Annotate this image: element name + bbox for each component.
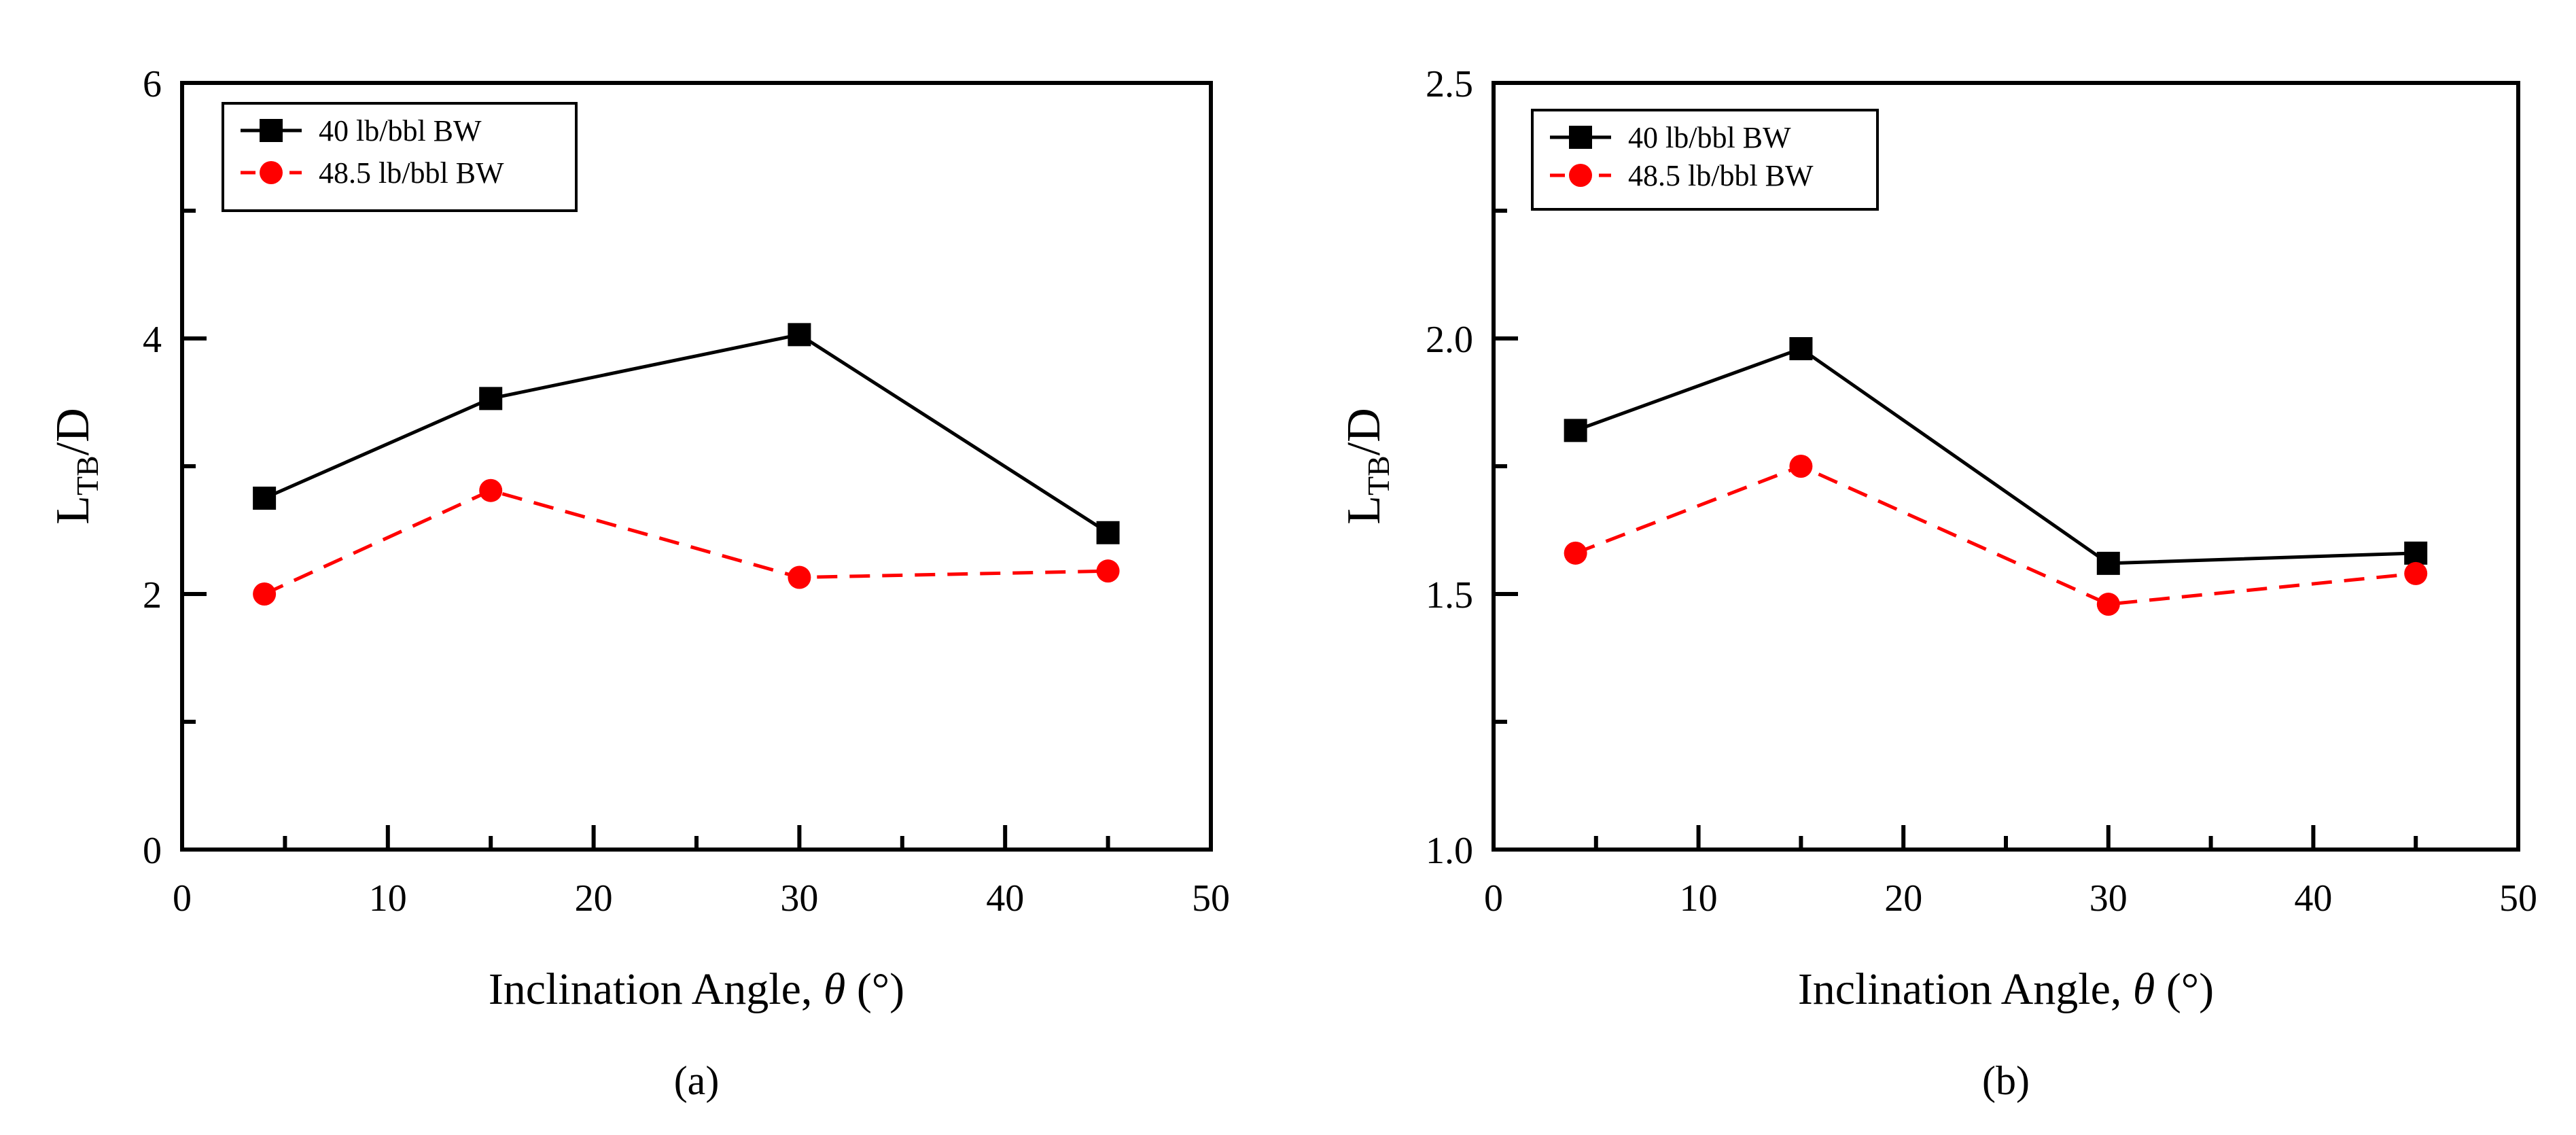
x-tick-label: 30	[780, 877, 818, 920]
x-axis-title-suffix: (°)	[845, 964, 904, 1014]
x-axis-title-symbol: θ	[2133, 964, 2155, 1014]
legend-marker-2	[260, 161, 283, 184]
series-line-1	[264, 332, 1109, 534]
panel-a-plot-frame	[180, 81, 1213, 852]
series-1-point	[1789, 337, 1813, 361]
panel-a: 0 10 20 30 40 50 0 2 4 6 40 lb/bbl BW 48.5 lb/bbl …	[47, 63, 1230, 1103]
y-axis-title-tail: /D	[47, 408, 99, 455]
legend-marker-1	[1569, 126, 1592, 149]
legend-marker-1	[260, 119, 283, 142]
panel-b: 0 10 20 30 40 50 1.0 1.5 2.0 2.5 40 lb/bbl BW 48.5…	[1338, 63, 2537, 1103]
x-tick-label: 20	[1884, 877, 1922, 920]
x-axis-title-prefix: Inclination Angle,	[1798, 964, 2133, 1014]
panel-b-legend: 40 lb/bbl BW 48.5 lb/bbl BW	[1531, 109, 1879, 211]
legend-label-1: 40 lb/bbl BW	[319, 114, 482, 147]
panel-b-plot-frame	[1492, 81, 2520, 852]
panel-b-tick-labels: 0 10 20 30 40 50 1.0 1.5 2.0 2.5	[1426, 63, 2537, 920]
series-2-point	[1564, 541, 1587, 565]
series-2-point	[788, 565, 811, 589]
x-tick-label: 10	[1680, 877, 1718, 920]
series-1-point	[479, 387, 503, 411]
legend-label-2: 48.5 lb/bbl BW	[319, 156, 504, 190]
y-tick-label: 6	[143, 63, 162, 105]
x-axis-title-prefix: Inclination Angle,	[489, 964, 824, 1014]
x-tick-label: 40	[2294, 877, 2332, 920]
series-2-point	[2096, 593, 2120, 616]
panel-a-legend: 40 lb/bbl BW 48.5 lb/bbl BW	[222, 102, 578, 212]
panel-label: (b)	[1982, 1058, 2030, 1103]
panel-label: (a)	[674, 1058, 720, 1103]
panel-b-series	[1564, 337, 2428, 616]
y-axis-title: LTB/D	[1338, 408, 1396, 525]
series-1-point	[1564, 419, 1587, 442]
panel-a-series	[253, 323, 1120, 606]
x-tick-label: 10	[369, 877, 407, 920]
series-1-point	[253, 487, 277, 510]
x-axis-title-symbol: θ	[824, 964, 845, 1014]
y-axis-title-subscript: TB	[1361, 455, 1396, 495]
y-tick-label: 2	[143, 574, 162, 616]
legend-label-2: 48.5 lb/bbl BW	[1628, 159, 1814, 192]
x-tick-label: 50	[1192, 877, 1230, 920]
x-tick-label: 50	[2499, 877, 2537, 920]
y-tick-label: 2.0	[1426, 319, 1473, 361]
y-tick-label: 0	[143, 830, 162, 872]
x-axis-title-suffix: (°)	[2155, 964, 2214, 1014]
x-tick-label: 40	[986, 877, 1024, 920]
y-axis-title-main: L	[47, 495, 99, 525]
series-2-point	[1789, 455, 1813, 478]
y-tick-label: 4	[143, 319, 162, 361]
x-tick-label: 20	[575, 877, 613, 920]
series-2-point	[253, 582, 277, 606]
panel-a-tick-labels: 0 10 20 30 40 50 0 2 4 6	[143, 63, 1230, 920]
series-1-point	[788, 323, 811, 347]
y-axis-title-tail: /D	[1338, 408, 1390, 455]
y-axis-title-main: L	[1338, 495, 1390, 525]
y-axis-title: LTB/D	[47, 408, 105, 525]
y-tick-label: 1.0	[1426, 830, 1473, 872]
series-1-point	[2096, 551, 2120, 575]
legend-marker-2	[1569, 164, 1592, 187]
x-tick-label: 0	[173, 877, 192, 920]
y-tick-label: 1.5	[1426, 574, 1473, 616]
series-1-point	[1096, 521, 1120, 544]
series-2-point	[2404, 561, 2428, 585]
x-tick-label: 30	[2089, 877, 2128, 920]
x-tick-label: 0	[1484, 877, 1503, 920]
series-line-2	[264, 489, 1108, 596]
legend-label-1: 40 lb/bbl BW	[1628, 121, 1791, 154]
x-axis-title: Inclination Angle, θ (°)	[1798, 964, 2214, 1014]
series-line-2	[1574, 464, 2416, 606]
series-1-point	[2404, 541, 2428, 565]
series-line-1	[1574, 347, 2416, 565]
y-tick-label: 2.5	[1426, 63, 1473, 105]
y-axis-title-subscript: TB	[70, 455, 105, 495]
series-2-point	[479, 478, 503, 502]
series-2-point	[1096, 559, 1120, 583]
x-axis-title: Inclination Angle, θ (°)	[489, 964, 904, 1014]
